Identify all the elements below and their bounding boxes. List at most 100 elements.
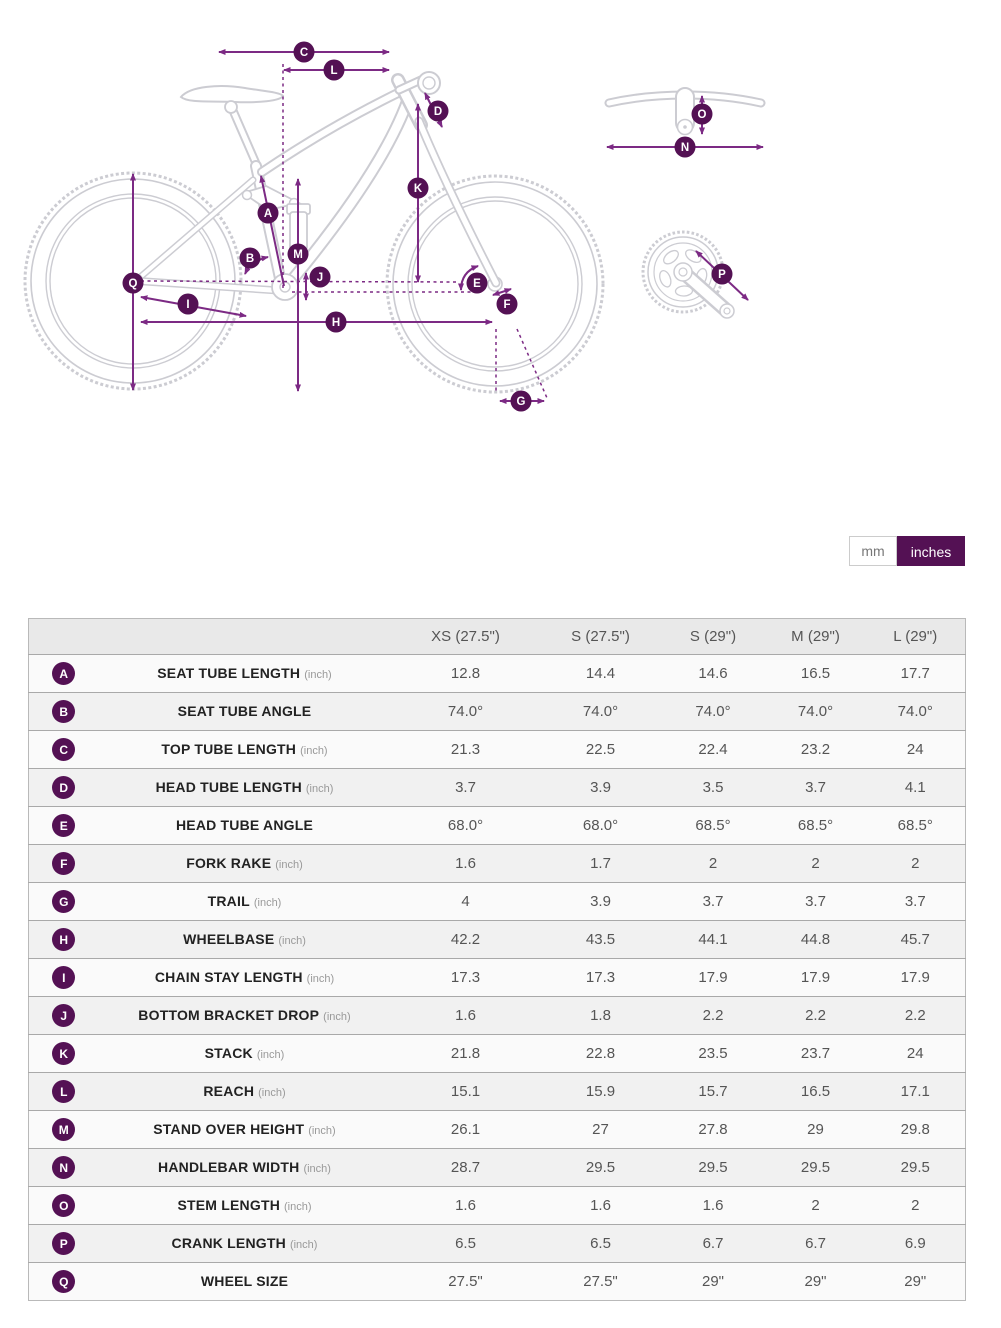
svg-text:Q: Q [129,278,138,290]
row-label: WHEEL SIZE [200,1273,289,1289]
row-label: WHEELBASE [183,931,275,947]
cell-value: 2.2 [702,1007,724,1024]
table-row: G TRAIL (inch) 4 3.9 3.7 3.7 3.7 [28,882,966,921]
svg-text:P: P [718,269,726,281]
row-unit: (inch) [278,935,306,947]
row-unit: (inch) [258,1087,286,1099]
bike-frame [134,73,501,295]
row-unit: (inch) [253,897,282,909]
row-badge-cell: H [29,921,99,959]
diagram-badge-K: K [407,177,429,199]
diagram-badge-P: P [711,263,733,285]
cell-value: 3.5 [702,779,724,796]
row-letter-badge: P [52,1232,76,1255]
row-label: TOP TUBE LENGTH [161,741,297,757]
row-letter-badge: Q [52,1270,76,1293]
row-label-cell: SEAT TUBE ANGLE [99,693,391,731]
cell-value: 74.0° [897,703,933,720]
cell-value: 27.8 [698,1121,728,1138]
row-badge-cell: E [29,807,99,845]
row-label-cell: REACH (inch) [99,1073,391,1111]
diagram-badge-E: E [466,272,488,294]
row-badge-cell: F [29,845,99,883]
diagram-badge-B: B [239,247,261,269]
cell-value: 29" [804,1273,827,1290]
cell-value: 24 [906,1045,924,1062]
cell-value: 45.7 [900,931,930,948]
row-unit: (inch) [304,669,332,681]
svg-text:N: N [681,142,689,154]
cell-value: 2.2 [805,1007,826,1024]
cell-value: 74.0° [447,703,484,720]
cell-value: 29.5 [800,1159,831,1176]
row-badge-cell: K [29,1035,99,1073]
row-badge-cell: L [29,1073,99,1111]
cell-value: 3.9 [590,779,611,796]
row-letter-badge: L [52,1080,76,1103]
cell-value: 1.8 [590,1007,611,1024]
cell-value: 1.6 [702,1197,724,1214]
row-badge-cell: C [29,731,99,769]
cell-value: 17.3 [450,969,481,986]
svg-text:J: J [317,272,323,284]
size-column-header: M (29") [765,618,866,655]
cell-value: 4 [461,893,470,910]
diagram-badge-G: G [510,390,532,412]
row-label-cell: HANDLEBAR WIDTH (inch) [99,1149,391,1187]
row-label: STACK [204,1045,253,1061]
row-label: STAND OVER HEIGHT [153,1121,305,1137]
cell-value: 2 [811,855,820,872]
table-row: C TOP TUBE LENGTH (inch) 21.3 22.5 22.4 23.2 24 [28,730,966,769]
cell-value: 22.4 [698,741,728,758]
unit-mm-button[interactable]: mm [849,536,897,566]
table-row: O STEM LENGTH (inch) 1.6 1.6 1.6 2 2 [28,1186,966,1225]
cell-value: 2.2 [904,1007,926,1024]
row-label-cell: WHEELBASE (inch) [99,921,391,959]
diagram-badge-L: L [323,59,345,81]
cell-value: 15.1 [450,1083,481,1100]
cell-value: 29.5 [585,1159,616,1176]
cell-value: 6.5 [455,1235,476,1252]
row-label-cell: CHAIN STAY LENGTH (inch) [99,959,391,997]
row-badge-cell: B [29,693,99,731]
cell-value: 4.1 [904,779,926,796]
row-letter-badge: M [52,1118,76,1141]
size-column-header: L (29") [865,618,966,655]
svg-text:C: C [300,47,308,59]
cell-value: 23.2 [800,741,831,758]
row-label-cell: FORK RAKE (inch) [99,845,391,883]
row-label-cell: CRANK LENGTH (inch) [99,1225,391,1263]
cell-value: 1.6 [455,1197,476,1214]
cell-value: 26.1 [450,1121,481,1138]
row-label-cell: SEAT TUBE LENGTH (inch) [99,655,391,693]
cell-value: 23.5 [698,1045,728,1062]
row-label: STEM LENGTH [177,1197,280,1213]
row-label-cell: HEAD TUBE LENGTH (inch) [99,769,391,807]
table-row: D HEAD TUBE LENGTH (inch) 3.7 3.9 3.5 3.7 4.1 [28,768,966,807]
row-unit: (inch) [308,1125,336,1137]
row-label: SEAT TUBE ANGLE [177,703,312,719]
cell-value: 22.8 [585,1045,616,1062]
svg-text:B: B [246,253,254,265]
cell-value: 14.6 [698,665,728,682]
cell-value: 1.7 [590,855,611,872]
cell-value: 22.5 [585,741,616,758]
row-letter-badge: N [52,1156,76,1179]
svg-text:O: O [698,109,707,121]
table-row: L REACH (inch) 15.1 15.9 15.7 16.5 17.1 [28,1072,966,1111]
cell-value: 15.7 [698,1083,728,1100]
row-letter-badge: K [52,1042,76,1065]
cell-value: 23.7 [800,1045,831,1062]
diagram-badge-H: H [325,311,347,333]
row-label: HEAD TUBE ANGLE [175,817,314,833]
cell-value: 6.7 [702,1235,724,1252]
cell-value: 29.5 [698,1159,728,1176]
cell-value: 29" [701,1273,724,1290]
row-badge-cell: A [29,655,99,693]
cell-value: 27.5" [583,1273,618,1290]
unit-inches-button[interactable]: inches [897,536,965,566]
svg-text:H: H [332,317,340,329]
cell-value: 44.1 [698,931,728,948]
diagram-badge-A: A [257,202,279,224]
